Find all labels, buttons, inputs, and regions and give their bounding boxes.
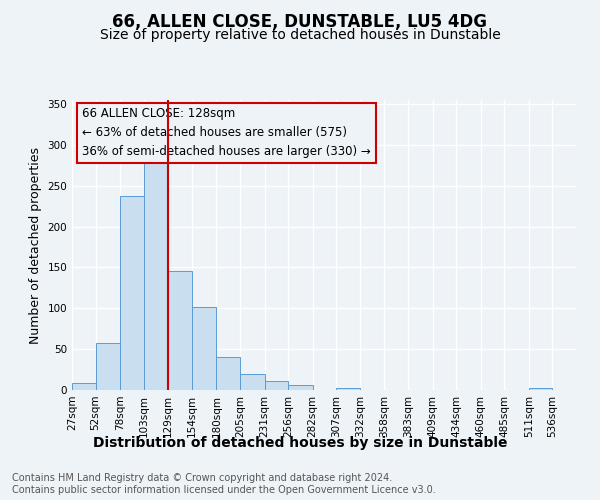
Bar [144,152,168,390]
Bar [192,308,217,390]
Bar [168,270,192,390]
Y-axis label: Number of detached properties: Number of detached properties [29,146,42,344]
Text: Distribution of detached houses by size in Dunstable: Distribution of detached houses by size … [93,436,507,450]
Text: Size of property relative to detached houses in Dunstable: Size of property relative to detached ho… [100,28,500,42]
Bar [336,388,360,390]
Text: 66 ALLEN CLOSE: 128sqm
← 63% of detached houses are smaller (575)
36% of semi-de: 66 ALLEN CLOSE: 128sqm ← 63% of detached… [82,108,371,158]
Bar [240,374,265,390]
Bar [288,385,313,390]
Bar [72,384,95,390]
Bar [217,356,240,390]
Bar [95,344,120,390]
Text: Contains HM Land Registry data © Crown copyright and database right 2024.
Contai: Contains HM Land Registry data © Crown c… [12,474,436,495]
Bar [265,381,288,390]
Bar [529,388,553,390]
Bar [120,196,144,390]
Text: 66, ALLEN CLOSE, DUNSTABLE, LU5 4DG: 66, ALLEN CLOSE, DUNSTABLE, LU5 4DG [113,12,487,30]
